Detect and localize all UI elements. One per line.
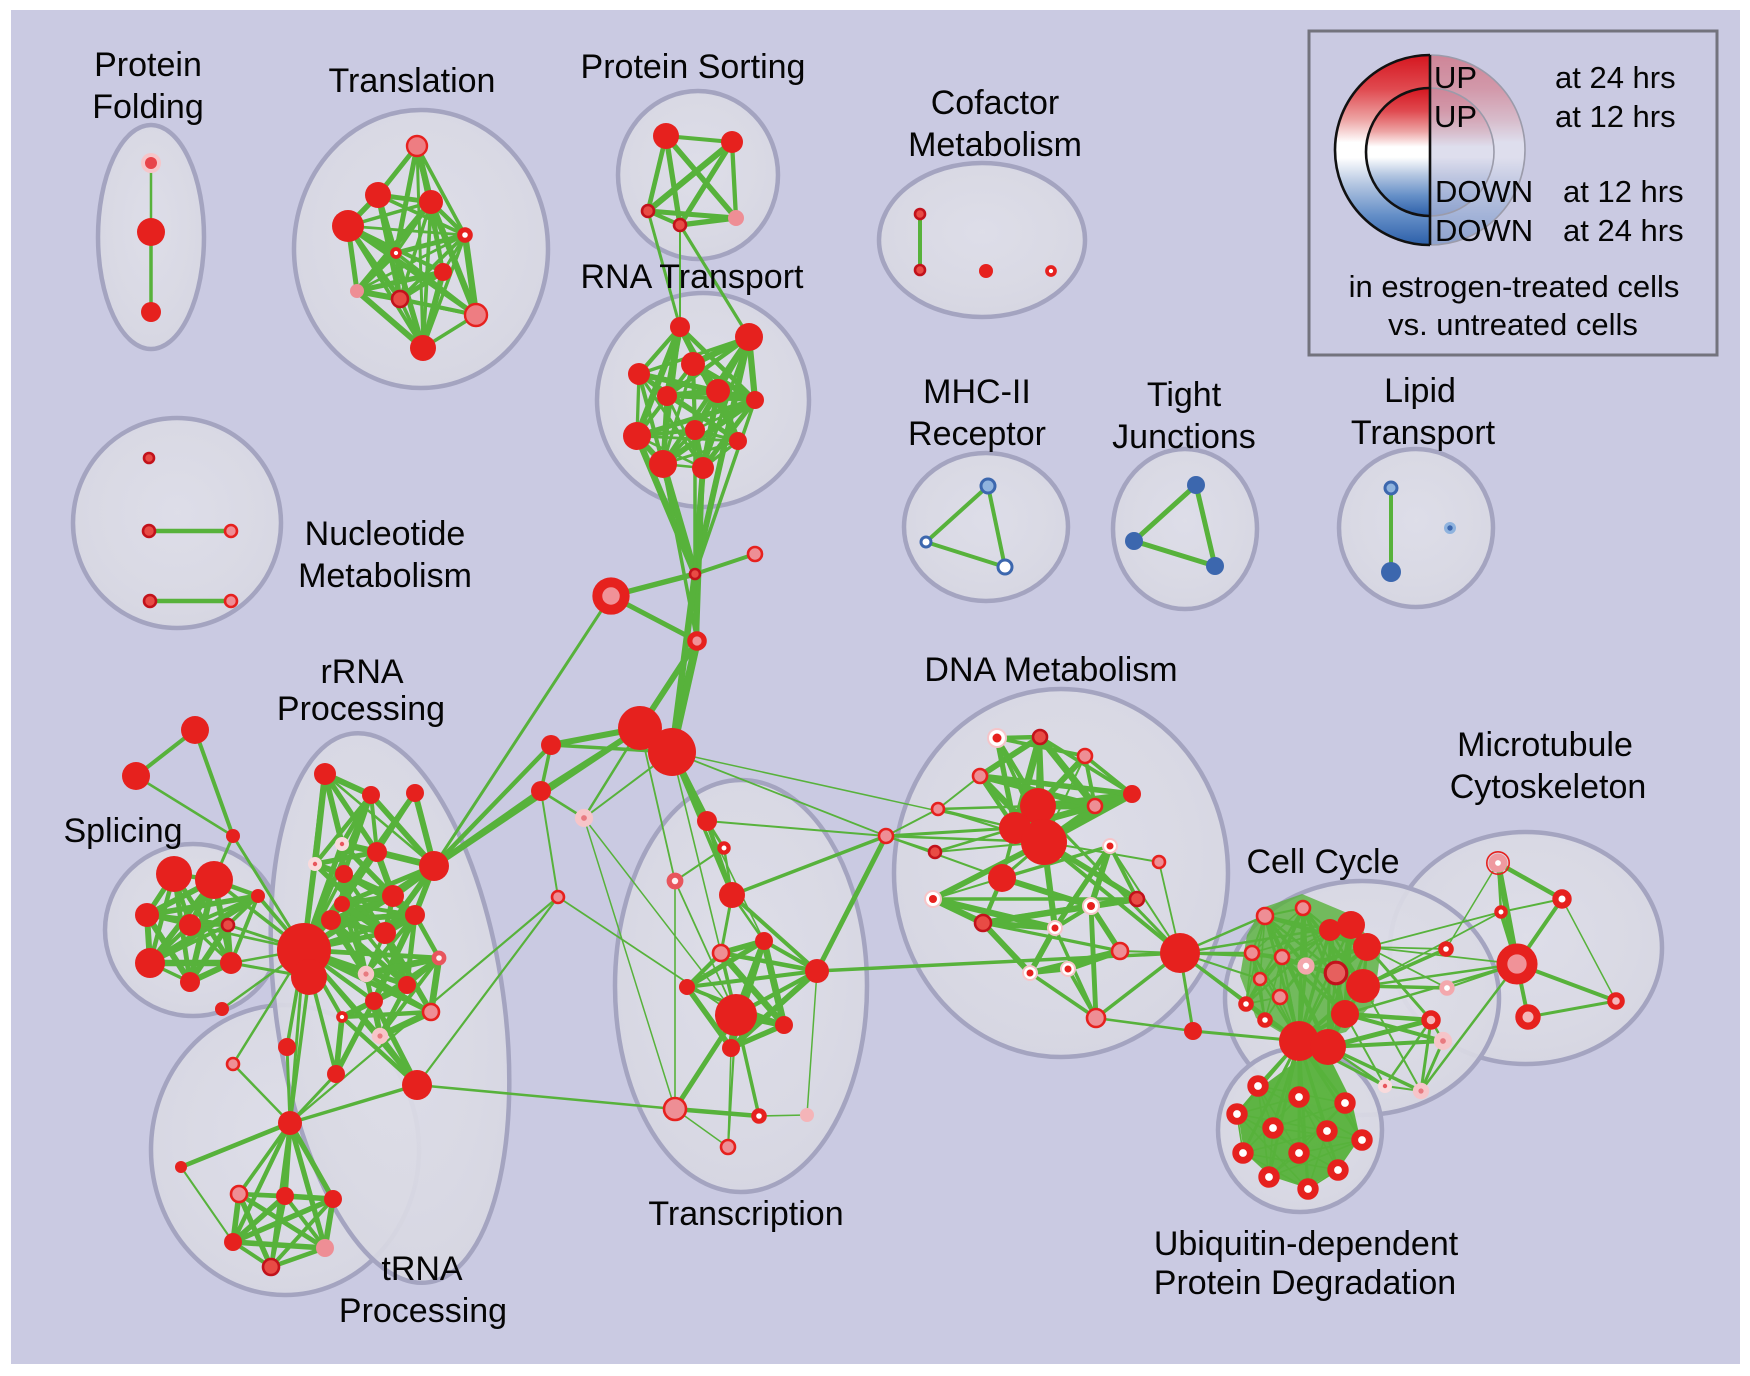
svg-text:Lipid: Lipid — [1384, 372, 1456, 410]
svg-text:Splicing: Splicing — [63, 812, 182, 850]
svg-text:DOWN: DOWN — [1435, 213, 1533, 248]
svg-text:at 24 hrs: at 24 hrs — [1563, 213, 1684, 248]
svg-text:Processing: Processing — [277, 690, 445, 728]
svg-text:RNA Transport: RNA Transport — [581, 258, 805, 296]
svg-text:DOWN: DOWN — [1435, 174, 1533, 209]
svg-text:Cytoskeleton: Cytoskeleton — [1450, 768, 1647, 806]
svg-text:Translation: Translation — [329, 62, 496, 100]
svg-text:UP: UP — [1434, 60, 1477, 95]
svg-text:Microtubule: Microtubule — [1457, 726, 1633, 764]
svg-text:Transcription: Transcription — [648, 1195, 843, 1233]
svg-text:tRNA: tRNA — [381, 1250, 463, 1288]
svg-text:MHC-II: MHC-II — [923, 373, 1031, 411]
svg-text:Cofactor: Cofactor — [931, 84, 1060, 122]
svg-text:Protein Degradation: Protein Degradation — [1154, 1264, 1456, 1302]
svg-text:Folding: Folding — [92, 88, 204, 126]
svg-text:at 24 hrs: at 24 hrs — [1555, 60, 1676, 95]
svg-text:Cell Cycle: Cell Cycle — [1246, 843, 1399, 881]
svg-text:Ubiquitin-dependent: Ubiquitin-dependent — [1154, 1225, 1459, 1263]
svg-text:in estrogen-treated cells: in estrogen-treated cells — [1349, 269, 1680, 304]
svg-text:Transport: Transport — [1351, 414, 1496, 452]
svg-text:Processing: Processing — [339, 1292, 507, 1330]
svg-text:at 12 hrs: at 12 hrs — [1555, 99, 1676, 134]
svg-text:Nucleotide: Nucleotide — [305, 515, 466, 553]
svg-text:at 12 hrs: at 12 hrs — [1563, 174, 1684, 209]
svg-text:Junctions: Junctions — [1112, 418, 1256, 456]
svg-text:rRNA: rRNA — [320, 653, 403, 691]
svg-text:UP: UP — [1434, 99, 1477, 134]
svg-text:DNA Metabolism: DNA Metabolism — [924, 651, 1177, 689]
svg-text:Metabolism: Metabolism — [298, 557, 472, 595]
svg-text:Tight: Tight — [1147, 376, 1222, 414]
svg-text:Protein Sorting: Protein Sorting — [581, 48, 806, 86]
svg-text:vs. untreated cells: vs. untreated cells — [1388, 307, 1638, 342]
svg-text:Metabolism: Metabolism — [908, 126, 1082, 164]
svg-text:Protein: Protein — [94, 46, 202, 84]
svg-text:Receptor: Receptor — [908, 415, 1046, 453]
